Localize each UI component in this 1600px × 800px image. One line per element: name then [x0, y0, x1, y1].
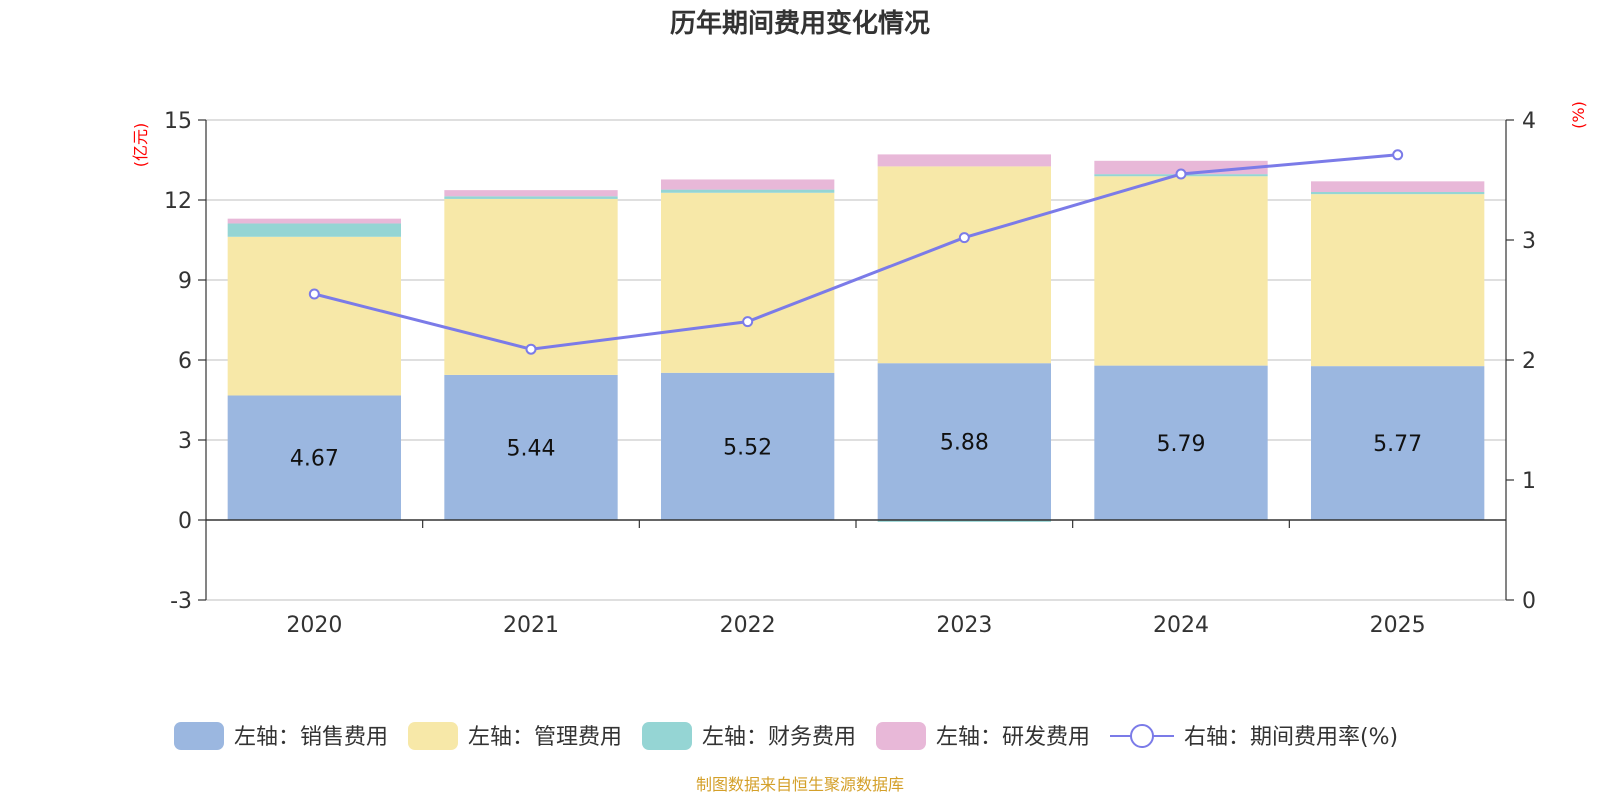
left-tick-label: 6 — [178, 349, 192, 374]
bar-segment — [661, 192, 835, 373]
bar-segment — [1311, 194, 1485, 367]
left-tick-label: 12 — [164, 189, 192, 214]
x-tick-label: 2025 — [1370, 613, 1426, 638]
x-tick-label: 2022 — [720, 613, 776, 638]
x-tick-label: 2024 — [1153, 613, 1209, 638]
right-tick-label: 4 — [1522, 109, 1536, 134]
legend-label: 左轴：财务费用 — [702, 725, 856, 750]
bar-segment — [1311, 181, 1485, 192]
legend-label: 左轴：销售费用 — [234, 725, 388, 750]
x-tick-label: 2021 — [503, 613, 559, 638]
legend-swatch — [174, 722, 224, 750]
bar-segment — [1094, 176, 1268, 366]
bar-labels: 4.67 5.44 5.52 5.88 5.79 5.77 — [290, 431, 1422, 472]
right-tick-label: 1 — [1522, 469, 1536, 494]
legend-item: 左轴：研发费用 — [876, 722, 1090, 750]
bar-segment — [227, 236, 401, 396]
left-tick-label: 9 — [178, 269, 192, 294]
legend-item: 左轴：财务费用 — [642, 722, 856, 750]
right-tick-label: 3 — [1522, 229, 1536, 254]
bar-segment — [444, 374, 618, 520]
legend-item: 左轴：销售费用 — [174, 722, 388, 750]
legend-label: 左轴：管理费用 — [468, 725, 622, 750]
bar-segment — [661, 189, 835, 193]
rate-point — [525, 343, 537, 355]
bar-value-label: 5.52 — [723, 435, 772, 460]
chart-title: 历年期间费用变化情况 — [670, 8, 930, 39]
bar-value-label: 5.44 — [507, 436, 556, 461]
legend-swatch — [876, 722, 926, 750]
rate-point — [958, 232, 970, 244]
rate-line-series — [308, 149, 1404, 355]
legend-swatch — [408, 722, 458, 750]
left-tick-label: 0 — [178, 509, 192, 534]
left-tick-label: 15 — [164, 109, 192, 134]
bar-segment — [444, 190, 618, 197]
rate-point — [1392, 149, 1404, 161]
rate-point — [308, 288, 320, 300]
legend-item: 左轴：管理费用 — [408, 722, 622, 750]
bar-segment — [444, 196, 618, 199]
bar-segment — [1311, 192, 1485, 195]
legend-label: 左轴：研发费用 — [936, 725, 1090, 750]
x-tick-label: 2020 — [286, 613, 342, 638]
rate-line — [313, 153, 1398, 351]
right-axis-unit: (%) — [1569, 101, 1588, 129]
gridlines — [206, 119, 1506, 601]
bar-value-label: 4.67 — [290, 447, 339, 472]
bar-segment — [877, 363, 1051, 520]
right-tick-label: 0 — [1522, 589, 1536, 614]
rate-point — [1175, 168, 1187, 180]
bar-segment — [661, 179, 835, 190]
left-axis-unit: (亿元) — [131, 123, 150, 168]
bar-segment — [1094, 365, 1268, 520]
bar-segment — [661, 372, 835, 520]
bar-series — [227, 154, 1485, 522]
rate-point — [742, 316, 754, 328]
legend: 左轴：销售费用 左轴：管理费用 左轴：财务费用 左轴：研发费用 右轴：期间费用率(%) — [174, 722, 1398, 750]
bar-segment — [877, 520, 1051, 522]
bar-value-label: 5.79 — [1157, 432, 1206, 457]
bar-value-label: 5.77 — [1373, 432, 1422, 457]
left-tick-label: -3 — [170, 589, 192, 614]
bar-segment — [227, 218, 401, 224]
right-tick-label: 2 — [1522, 349, 1536, 374]
source-note: 制图数据来自恒生聚源数据库 — [696, 775, 904, 794]
x-tick-label: 2023 — [936, 613, 992, 638]
legend-item: 右轴：期间费用率(%) — [1110, 724, 1398, 750]
bar-segment — [227, 223, 401, 237]
legend-swatch — [642, 722, 692, 750]
bar-segment — [877, 154, 1051, 167]
bar-segment — [1311, 366, 1485, 520]
left-tick-label: 3 — [178, 429, 192, 454]
bar-segment — [877, 166, 1051, 364]
legend-marker — [1130, 724, 1154, 748]
legend-label: 右轴：期间费用率(%) — [1184, 725, 1398, 750]
bar-value-label: 5.88 — [940, 431, 989, 456]
bar-segment — [227, 395, 401, 520]
